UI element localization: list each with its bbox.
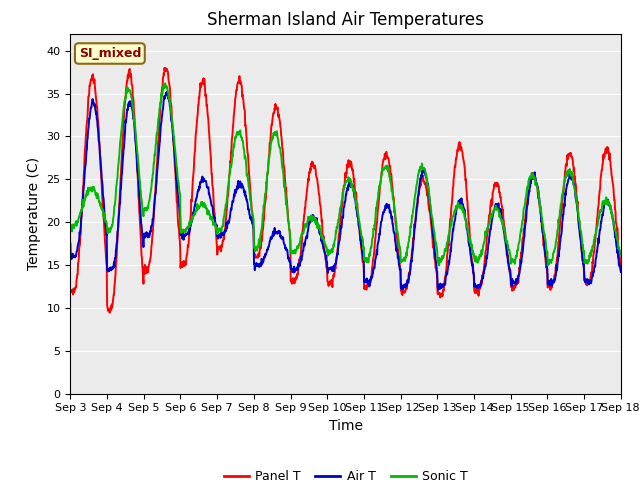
Air T [67,240,74,247]
Y-axis label: Temperature (C): Temperature (C) [27,157,41,270]
Panel T [252,252,259,257]
Panel T [552,267,560,273]
Sonic T [67,224,74,229]
Sonic T [189,214,197,220]
Air T [431,253,439,259]
Panel T [177,245,184,251]
Line: Panel T: Panel T [70,68,621,312]
Air T [434,287,442,293]
Air T [163,89,171,95]
X-axis label: Time: Time [328,419,363,433]
Panel T [161,65,168,71]
Sonic T [251,245,259,251]
Panel T [617,266,625,272]
Line: Air T: Air T [70,92,621,290]
Title: Sherman Island Air Temperatures: Sherman Island Air Temperatures [207,11,484,29]
Legend: Panel T, Air T, Sonic T: Panel T, Air T, Sonic T [219,465,472,480]
Sonic T [504,238,511,244]
Panel T [189,169,197,175]
Air T [176,210,184,216]
Air T [552,269,560,275]
Panel T [67,288,74,294]
Panel T [504,255,511,261]
Air T [251,267,259,273]
Sonic T [552,238,560,243]
Air T [504,253,511,259]
Sonic T [544,263,552,268]
Sonic T [617,250,625,256]
Sonic T [431,237,439,242]
Sonic T [176,190,184,196]
Text: SI_mixed: SI_mixed [79,47,141,60]
Air T [189,210,197,216]
Panel T [432,265,440,271]
Panel T [106,310,114,315]
Air T [617,269,625,275]
Line: Sonic T: Sonic T [70,83,621,265]
Sonic T [161,80,169,86]
